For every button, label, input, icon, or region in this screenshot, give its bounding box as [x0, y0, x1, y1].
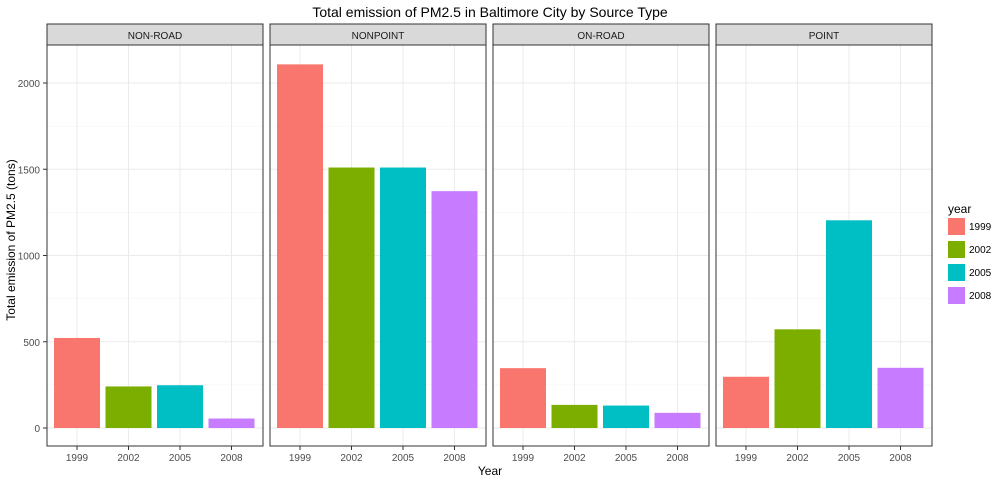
bar: [328, 167, 375, 428]
legend-label: 2008: [969, 291, 992, 302]
y-tick-label: 2000: [18, 79, 41, 90]
x-tick-label: 2005: [615, 453, 638, 464]
bar: [603, 405, 649, 428]
legend-swatch: [948, 241, 965, 258]
facet-strip-label: NON-ROAD: [128, 31, 182, 42]
y-axis: 0 500 1000 1500 2000: [18, 79, 47, 435]
x-tick-label: 2002: [563, 453, 586, 464]
x-tick-label: 2008: [443, 453, 466, 464]
legend-label: 2002: [969, 245, 992, 256]
legend-swatch: [948, 287, 965, 304]
y-tick-label: 1500: [18, 165, 41, 176]
bar: [105, 386, 152, 428]
bar: [380, 167, 426, 428]
bar: [774, 329, 821, 428]
bar: [500, 368, 546, 428]
legend-label: 2005: [969, 268, 992, 279]
facet-strip-label: NONPOINT: [352, 31, 405, 42]
bar: [277, 64, 323, 429]
panel-border: [269, 44, 487, 447]
bar: [826, 220, 872, 428]
x-tick-label: 2005: [838, 453, 861, 464]
legend-label: 1999: [969, 222, 992, 233]
y-tick-label: 0: [34, 424, 40, 435]
x-tick-label: 2002: [340, 453, 363, 464]
y-axis-label: Total emission of PM2.5 (tons): [4, 159, 18, 320]
x-tick-label: 2002: [786, 453, 809, 464]
facet-strip-label: POINT: [809, 31, 840, 42]
x-tick-label: 2008: [889, 453, 912, 464]
bar: [54, 337, 100, 428]
facet-panel: NONPOINT 1999 2002 2005 2008: [269, 23, 487, 464]
x-tick-label: 2002: [117, 453, 140, 464]
legend-swatch: [948, 218, 965, 235]
facet-panel: POINT 1999 2002 2005 2008: [715, 23, 933, 464]
bar: [208, 418, 255, 428]
bar: [551, 404, 598, 428]
x-axis-label: Year: [478, 464, 502, 478]
panel-border: [492, 44, 710, 447]
facets-layer: NON-ROAD 1999 2002 2005 2008 NONPOINT 1999 2002…: [46, 23, 933, 464]
panel-border: [46, 44, 264, 447]
x-tick-label: 2008: [220, 453, 243, 464]
bar: [877, 367, 924, 428]
legend: 1999 2002 2005 2008: [948, 218, 992, 304]
y-tick-label: 1000: [18, 252, 41, 263]
facet-panel: NON-ROAD 1999 2002 2005 2008: [46, 23, 264, 464]
x-tick-label: 1999: [735, 453, 758, 464]
x-tick-label: 2005: [169, 453, 192, 464]
legend-swatch: [948, 264, 965, 281]
x-tick-label: 2008: [666, 453, 689, 464]
y-tick-label: 500: [23, 338, 40, 349]
facet-strip-label: ON-ROAD: [577, 31, 624, 42]
panel-border: [715, 44, 933, 447]
x-tick-label: 1999: [66, 453, 89, 464]
bar: [431, 191, 478, 428]
facet-panel: ON-ROAD 1999 2002 2005 2008: [492, 23, 710, 464]
legend-title: year: [948, 202, 971, 216]
bar: [157, 385, 203, 428]
x-tick-label: 1999: [512, 453, 535, 464]
bar: [654, 412, 701, 428]
x-tick-label: 1999: [289, 453, 312, 464]
x-tick-label: 2005: [392, 453, 415, 464]
chart-title: Total emission of PM2.5 in Baltimore Cit…: [312, 4, 668, 20]
bar: [723, 376, 769, 428]
